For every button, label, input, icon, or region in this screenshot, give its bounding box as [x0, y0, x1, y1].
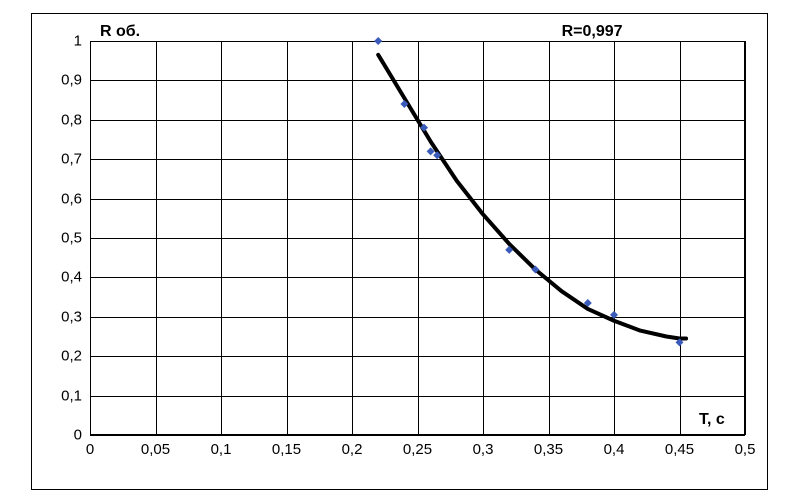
r-annotation: R=0,997	[562, 23, 623, 41]
x-tick-label: 0,1	[211, 441, 232, 458]
x-tick-label: 0	[86, 441, 94, 458]
chart-svg	[90, 41, 745, 435]
x-tick-label: 0,25	[403, 441, 432, 458]
y-tick-label: 0,6	[61, 190, 82, 207]
fit-curve	[378, 55, 686, 339]
y-gridline	[90, 435, 745, 436]
x-tick-label: 0,15	[272, 441, 301, 458]
x-tick-label: 0,3	[473, 441, 494, 458]
y-tick-label: 0,5	[61, 230, 82, 247]
y-tick-label: 1	[74, 33, 82, 50]
y-tick-label: 0,7	[61, 151, 82, 168]
x-tick-label: 0,45	[665, 441, 694, 458]
y-tick-label: 0,2	[61, 348, 82, 365]
y-tick-label: 0,4	[61, 269, 82, 286]
x-tick-label: 0,35	[534, 441, 563, 458]
y-axis-title: R об.	[100, 23, 140, 41]
y-tick-label: 0,3	[61, 308, 82, 325]
y-tick-label: 0	[74, 427, 82, 444]
y-tick-label: 0,8	[61, 111, 82, 128]
x-tick-label: 0,4	[604, 441, 625, 458]
x-tick-label: 0,2	[342, 441, 363, 458]
x-gridline	[745, 41, 746, 435]
x-tick-label: 0,05	[141, 441, 170, 458]
y-tick-label: 0,1	[61, 387, 82, 404]
y-tick-label: 0,9	[61, 72, 82, 89]
x-tick-label: 0,5	[735, 441, 756, 458]
